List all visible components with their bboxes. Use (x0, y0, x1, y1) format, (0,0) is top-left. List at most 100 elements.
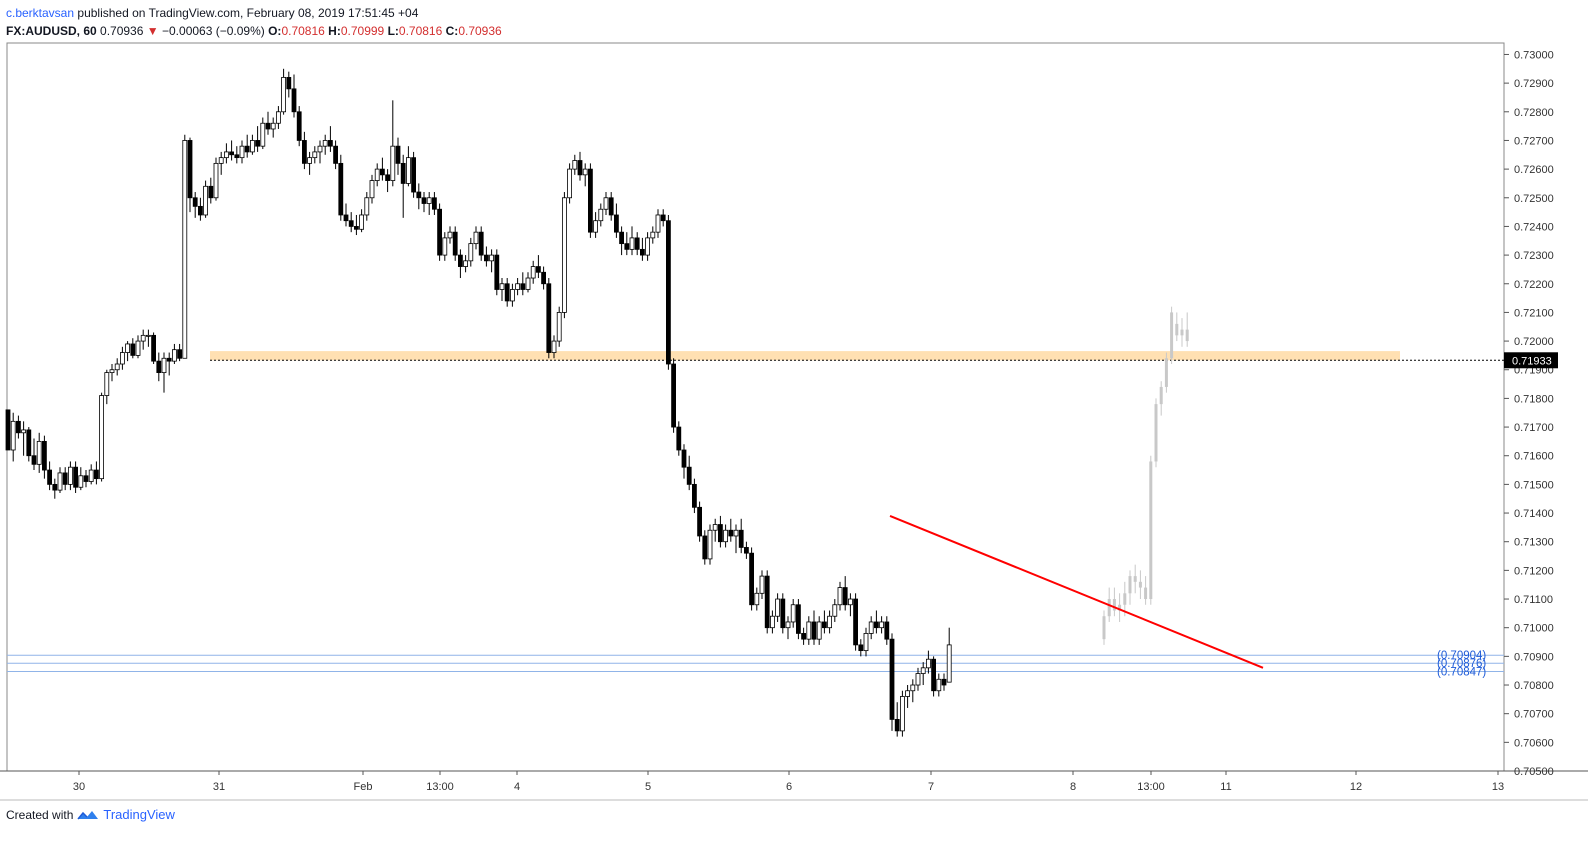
candle-body (671, 363, 676, 428)
projection-body (1185, 329, 1189, 342)
candle-body (676, 426, 682, 451)
candle-body (640, 248, 645, 256)
candle-body (291, 88, 297, 113)
y-tick-label: 0.71100 (1514, 594, 1553, 606)
y-tick-label: 0.72000 (1514, 336, 1554, 348)
x-tick-label: 13:00 (1137, 781, 1165, 793)
author-link[interactable]: c.berktavsan (6, 6, 75, 20)
projection-body (1164, 358, 1168, 387)
y-tick-label: 0.70600 (1514, 737, 1554, 749)
candle-body (801, 633, 806, 640)
y-tick-label: 0.72300 (1514, 250, 1554, 262)
candle-body (353, 226, 359, 230)
open-value: 0.70816 (281, 24, 325, 38)
candle-body (530, 266, 536, 279)
candle-body (457, 254, 463, 267)
candle-body (863, 633, 869, 652)
candles-series (5, 68, 952, 737)
candle-body (239, 145, 245, 159)
low-value: 0.70816 (398, 24, 443, 38)
candle-body (317, 145, 323, 153)
tradingview-logo-icon (77, 810, 99, 819)
candle-body (452, 231, 458, 256)
y-tick-label: 0.72800 (1514, 107, 1554, 119)
candle-body (88, 469, 94, 482)
candle-body (868, 621, 874, 634)
candle-body (99, 395, 104, 480)
candle-body (57, 472, 63, 491)
price-change: −0.00063 (−0.09%) (162, 24, 265, 38)
candle-body (15, 420, 21, 434)
x-tick-label: 13:00 (426, 781, 454, 793)
red-trendline (889, 514, 1264, 669)
ohlc-line: FX:AUDUSD, 60 0.70936 ▼ −0.00063 (−0.09%… (6, 22, 502, 40)
projection-body (1128, 576, 1132, 594)
candle-body (811, 621, 817, 640)
candle-body (936, 678, 942, 692)
candle-body (416, 191, 422, 199)
candle-body (405, 157, 411, 184)
candle-body (822, 621, 827, 629)
candle-body (697, 506, 702, 537)
candle-body (140, 334, 146, 342)
candle-body (718, 524, 723, 543)
close-label: C: (445, 24, 459, 38)
y-tick-label: 0.71000 (1514, 623, 1554, 635)
candle-body (588, 168, 593, 233)
symbol-label: FX:AUDUSD, 60 (6, 24, 97, 38)
candle-body (114, 363, 120, 371)
candle-body (681, 449, 687, 468)
candle-body (728, 529, 734, 537)
candle-body (218, 157, 224, 164)
candle-body (171, 349, 177, 362)
publish-line: c.berktavsan published on TradingView.co… (6, 4, 502, 22)
candle-body (608, 197, 614, 216)
y-tick-label: 0.72100 (1514, 307, 1554, 319)
candle-body (182, 140, 188, 359)
candle-body (130, 343, 136, 356)
projection-body (1170, 312, 1174, 359)
y-tick-label: 0.71200 (1514, 565, 1554, 577)
y-tick-label: 0.70500 (1514, 766, 1554, 778)
candle-body (582, 168, 588, 176)
close-value: 0.70936 (458, 24, 502, 38)
candle-body (260, 122, 266, 147)
candle-body (400, 162, 406, 184)
candle-body (249, 140, 255, 153)
high-value: 0.70999 (340, 24, 385, 38)
y-tick-label: 0.70700 (1514, 709, 1554, 721)
x-tick-label: 31 (213, 781, 225, 793)
candle-body (692, 483, 697, 508)
candle-body (900, 696, 905, 732)
candle-body (447, 231, 453, 239)
candle-body (301, 140, 307, 164)
candle-body (551, 340, 557, 353)
candle-body (660, 214, 666, 222)
candle-body (848, 598, 853, 606)
low-label: L: (387, 24, 399, 38)
x-tick-label: Feb (354, 781, 373, 793)
candle-body (68, 466, 73, 485)
candle-body (229, 151, 235, 156)
candle-body (494, 254, 500, 290)
candle-body (723, 529, 728, 543)
candle-body (255, 140, 261, 147)
candle-body (275, 111, 281, 124)
candle-body (78, 475, 84, 488)
projection-series (1102, 306, 1189, 645)
tradingview-brand-link[interactable]: TradingView (103, 807, 175, 822)
candle-body (327, 140, 333, 147)
x-tick-label: 6 (786, 781, 792, 793)
candle-body (790, 604, 796, 623)
candle-body (478, 231, 484, 256)
candle-body (322, 140, 328, 147)
candle-body (577, 160, 583, 176)
candle-body (244, 145, 250, 153)
projection-body (1144, 587, 1148, 600)
candle-body (541, 271, 546, 285)
y-tick-label: 0.70800 (1514, 680, 1554, 692)
candle-body (73, 466, 78, 488)
candle-body (187, 140, 193, 199)
candle-body (296, 111, 302, 141)
